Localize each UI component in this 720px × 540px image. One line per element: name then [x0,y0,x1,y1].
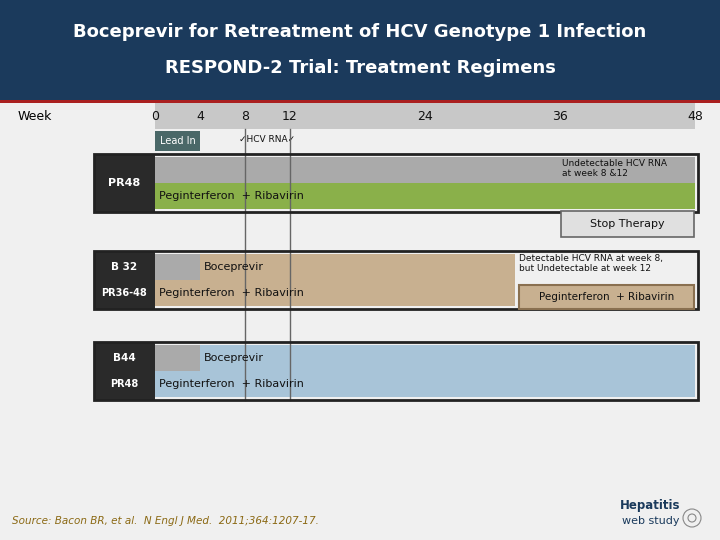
Text: Hepatitis: Hepatitis [619,499,680,512]
Text: PR36-48: PR36-48 [102,288,148,298]
Text: ✓HCV RNA✓: ✓HCV RNA✓ [240,136,296,145]
Text: Boceprevir for Retreatment of HCV Genotype 1 Infection: Boceprevir for Retreatment of HCV Genoty… [73,23,647,41]
Bar [94,251,155,309]
Text: Peginterferon  + Ribavirin: Peginterferon + Ribavirin [159,191,304,201]
Text: Peginterferon  + Ribavirin: Peginterferon + Ribavirin [159,288,304,298]
Bar [0,100,720,103]
Bar [0,0,720,100]
Bar [94,154,155,212]
Text: 48: 48 [687,110,703,123]
Text: PR48: PR48 [109,178,140,188]
Text: Peginterferon  + Ribavirin: Peginterferon + Ribavirin [539,292,674,302]
Bar [155,103,695,129]
Text: Detectable HCV RNA at week 8,
but Undetectable at week 12: Detectable HCV RNA at week 8, but Undete… [519,254,663,273]
Text: Source: Bacon BR, et al.  N Engl J Med.  2011;364:1207-17.: Source: Bacon BR, et al. N Engl J Med. 2… [12,516,319,526]
FancyBboxPatch shape [561,211,694,237]
Text: 8: 8 [241,110,249,123]
FancyBboxPatch shape [519,285,694,309]
Text: web study: web study [623,516,680,526]
Text: 24: 24 [417,110,433,123]
Text: Boceprevir: Boceprevir [204,262,264,272]
Text: 36: 36 [552,110,568,123]
Text: RESPOND-2 Trial: Treatment Regimens: RESPOND-2 Trial: Treatment Regimens [165,59,555,77]
Bar [155,157,695,183]
Text: 12: 12 [282,110,298,123]
Text: Undetectable HCV RNA
at week 8 &12: Undetectable HCV RNA at week 8 &12 [562,159,667,178]
Bar [155,183,695,209]
Bar [94,342,155,400]
Text: Stop Therapy: Stop Therapy [590,219,665,229]
Bar [200,345,695,371]
Bar [155,254,200,280]
Bar [155,131,200,151]
Text: Boceprevir: Boceprevir [204,353,264,363]
Text: B44: B44 [113,353,136,363]
Text: Lead In: Lead In [160,136,195,146]
Bar [155,280,515,306]
Text: 4: 4 [196,110,204,123]
Text: Week: Week [18,110,53,123]
Text: PR48: PR48 [110,379,139,389]
Text: B 32: B 32 [112,262,138,272]
Bar [200,254,515,280]
Text: Peginterferon  + Ribavirin: Peginterferon + Ribavirin [159,379,304,389]
Bar [155,345,200,371]
Text: 0: 0 [151,110,159,123]
Bar [155,371,695,397]
